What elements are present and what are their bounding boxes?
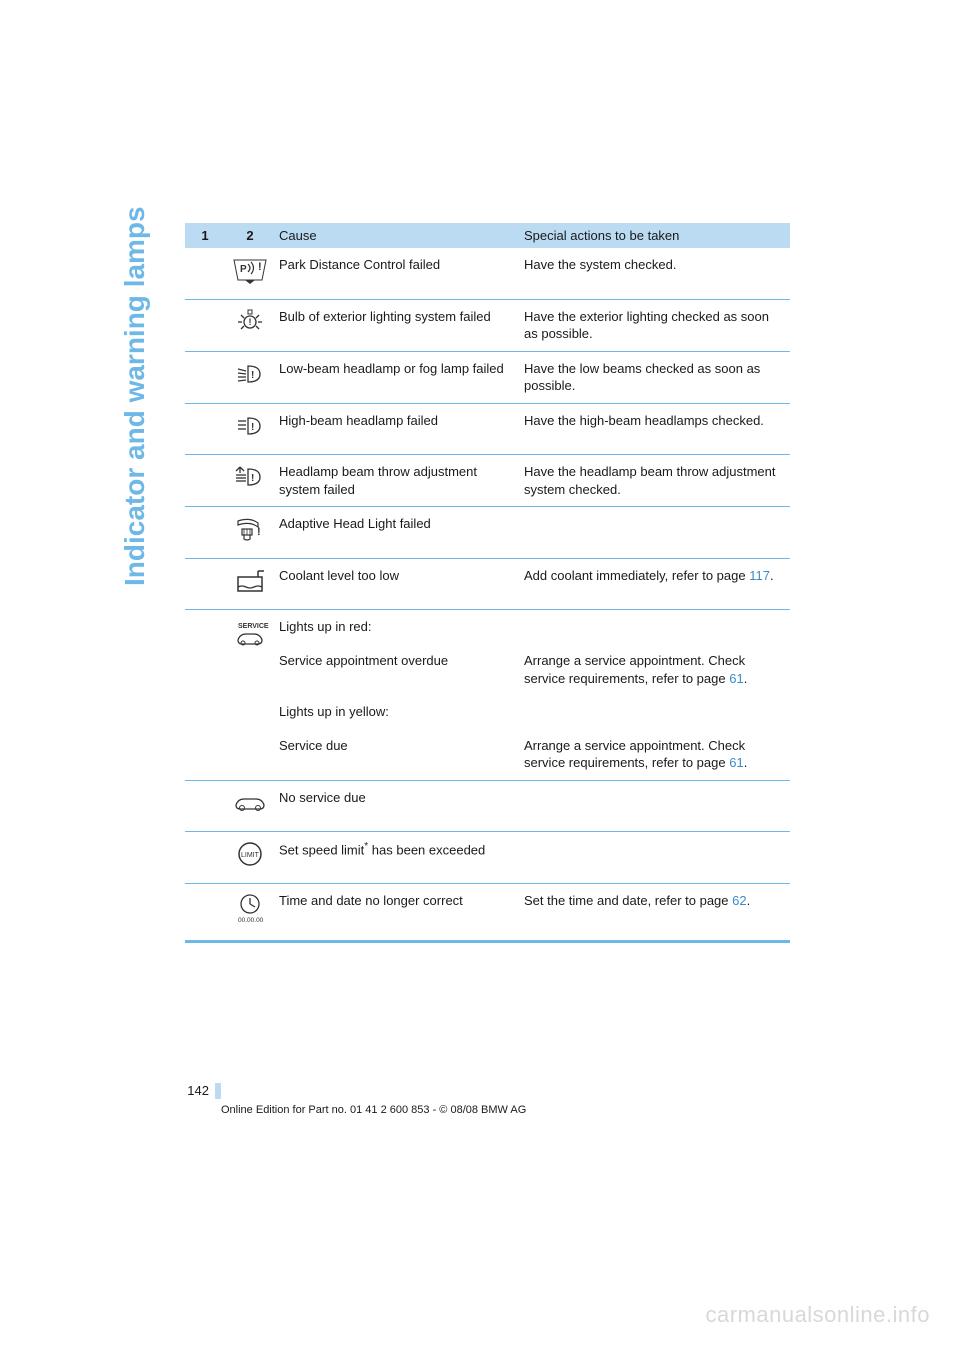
- action-cell: Arrange a service appointment. Check ser…: [520, 729, 790, 781]
- action-text: .: [747, 893, 751, 908]
- cause-cell: Bulb of exterior lighting system failed: [275, 299, 520, 351]
- table-header-row: 1 2 Cause Special actions to be taken: [185, 223, 790, 248]
- pdc-icon: P !: [230, 254, 270, 286]
- main-content: 1 2 Cause Special actions to be taken P: [185, 223, 790, 943]
- service-icon: SERVICE: [230, 616, 270, 648]
- table-row: ! Bulb of exterior lighting system faile…: [185, 299, 790, 351]
- action-cell: Have the low beams checked as soon as po…: [520, 351, 790, 403]
- page-link[interactable]: 61: [729, 755, 743, 770]
- table-row: Service appointment overdue Arrange a se…: [185, 644, 790, 695]
- footer-text: Online Edition for Part no. 01 41 2 600 …: [221, 1104, 790, 1116]
- action-text: .: [744, 671, 748, 686]
- watermark: carmanualsonline.info: [705, 1302, 930, 1328]
- cause-cell: Set speed limit* has been exceeded: [275, 832, 520, 884]
- svg-text:P: P: [240, 264, 247, 275]
- table-row: Lights up in yellow:: [185, 695, 790, 729]
- table-row: ! Adaptive Head Light failed: [185, 507, 790, 559]
- table-row: 00.00.00 Time and date no longer correct…: [185, 883, 790, 942]
- header-cause: Cause: [275, 223, 520, 248]
- cause-cell: Park Distance Control failed: [275, 248, 520, 299]
- svg-text:!: !: [251, 422, 254, 433]
- bulb-icon: !: [230, 306, 270, 338]
- svg-text:!: !: [258, 261, 262, 273]
- cause-cell: Coolant level too low: [275, 558, 520, 610]
- cause-cell: Low-beam headlamp or fog lamp failed: [275, 351, 520, 403]
- action-cell: Arrange a service appointment. Check ser…: [520, 644, 790, 695]
- action-text: Arrange a service appointment. Check ser…: [524, 738, 745, 771]
- adaptive-headlight-icon: !: [230, 513, 270, 545]
- svg-text:!: !: [251, 370, 254, 381]
- coolant-icon: [230, 565, 270, 597]
- side-title: Indicator and warning lamps: [119, 206, 151, 586]
- cause-cell: Time and date no longer correct: [275, 883, 520, 942]
- cause-cell: No service due: [275, 780, 520, 832]
- header-action: Special actions to be taken: [520, 223, 790, 248]
- page-number: 142: [185, 1083, 213, 1098]
- cause-text: has been exceeded: [368, 843, 485, 858]
- table-row: ! Low-beam headlamp or fog lamp failed H…: [185, 351, 790, 403]
- action-cell: Have the high-beam headlamps checked.: [520, 403, 790, 455]
- clock-icon: 00.00.00: [230, 890, 270, 922]
- page-link[interactable]: 117: [749, 568, 770, 583]
- action-cell: Have the exterior lighting checked as so…: [520, 299, 790, 351]
- car-icon: [230, 787, 270, 819]
- throw-adjust-icon: !: [230, 461, 270, 493]
- cause-cell: Headlamp beam throw adjustment system fa…: [275, 455, 520, 507]
- header-col1: 1: [185, 223, 225, 248]
- page-bar: [215, 1083, 221, 1099]
- svg-text:SERVICE: SERVICE: [238, 623, 269, 630]
- cause-cell: Service due: [275, 729, 520, 781]
- action-text: .: [770, 568, 774, 583]
- cause-cell: High-beam headlamp failed: [275, 403, 520, 455]
- table-row: ! Headlamp beam throw adjustment system …: [185, 455, 790, 507]
- action-text: .: [744, 755, 748, 770]
- table-row: SERVICE Lights up in red:: [185, 610, 790, 644]
- action-cell: Set the time and date, refer to page 62.: [520, 883, 790, 942]
- lowbeam-icon: !: [230, 358, 270, 390]
- page-link[interactable]: 61: [729, 671, 743, 686]
- action-text: Arrange a service appointment. Check ser…: [524, 653, 745, 686]
- svg-text:!: !: [251, 473, 254, 484]
- cause-text: Set speed limit: [279, 843, 364, 858]
- highbeam-icon: !: [230, 410, 270, 442]
- warning-lamps-table: 1 2 Cause Special actions to be taken P: [185, 223, 790, 943]
- svg-text:!: !: [257, 526, 261, 538]
- action-cell: Have the system checked.: [520, 248, 790, 299]
- page-footer: 142 Online Edition for Part no. 01 41 2 …: [185, 1082, 790, 1116]
- action-cell: Have the headlamp beam throw adjustment …: [520, 455, 790, 507]
- svg-text:LIMIT: LIMIT: [241, 852, 260, 859]
- action-text: Add coolant immediately, refer to page: [524, 568, 749, 583]
- cause-cell: Service appointment overdue: [275, 644, 520, 695]
- table-row: Service due Arrange a service appointmen…: [185, 729, 790, 781]
- table-row: LIMIT Set speed limit* has been exceeded: [185, 832, 790, 884]
- action-cell: [520, 507, 790, 559]
- table-row: Coolant level too low Add coolant immedi…: [185, 558, 790, 610]
- action-cell: Add coolant immediately, refer to page 1…: [520, 558, 790, 610]
- header-col2: 2: [225, 223, 275, 248]
- table-row: P ! Park Distance Control failed Have th…: [185, 248, 790, 299]
- svg-text:00.00.00: 00.00.00: [238, 917, 264, 924]
- table-row: ! High-beam headlamp failed Have the hig…: [185, 403, 790, 455]
- action-text: Set the time and date, refer to page: [524, 893, 732, 908]
- svg-text:!: !: [249, 317, 252, 327]
- cause-cell: Lights up in red:: [275, 610, 520, 644]
- table-row: No service due: [185, 780, 790, 832]
- page-link[interactable]: 62: [732, 893, 746, 908]
- cause-cell: Adaptive Head Light failed: [275, 507, 520, 559]
- cause-cell: Lights up in yellow:: [275, 695, 520, 729]
- limit-icon: LIMIT: [230, 838, 270, 870]
